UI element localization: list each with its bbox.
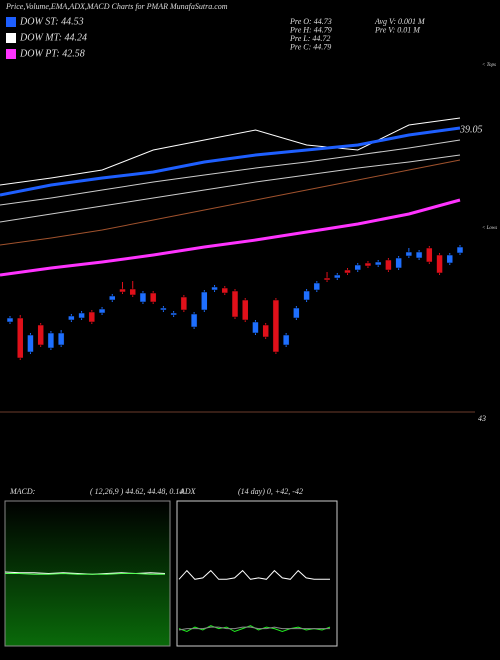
candle-body: [16, 317, 24, 359]
adx-panel: [176, 500, 338, 647]
legend-label: DOW MT: 44.24: [19, 32, 87, 43]
candle-body: [6, 317, 14, 323]
ema-line: [0, 139, 461, 206]
candle-body: [272, 299, 280, 353]
candle-body: [88, 311, 96, 323]
candle-body: [47, 332, 55, 349]
candle-body: [436, 254, 443, 274]
ema-line: [0, 117, 461, 186]
legend-swatch: [6, 17, 16, 27]
candle-body: [211, 286, 218, 291]
candle-body: [282, 334, 290, 346]
candle-body: [344, 269, 351, 274]
lows-label: < Lows: [482, 226, 497, 231]
ema-line: [0, 159, 461, 246]
legend-swatch: [6, 49, 16, 59]
candle-body: [374, 261, 382, 266]
ema-line: [0, 198, 461, 277]
chart-title: Price,Volume,EMA,ADX,MACD Charts for PMA…: [5, 2, 228, 11]
candle-body: [78, 312, 85, 319]
candle-body: [385, 259, 392, 271]
candle-body: [231, 290, 239, 318]
macd-title: MACD:: [9, 487, 36, 496]
candle-body: [98, 308, 106, 314]
candle-body: [364, 262, 372, 267]
volume-text: Pre V: 0.01 M: [374, 25, 421, 34]
candle-body: [456, 246, 464, 254]
quote-text: Pre O: 44.73: [289, 17, 332, 26]
candle-body: [190, 313, 198, 328]
candle-body: [313, 282, 321, 291]
candle-body: [27, 334, 34, 353]
candle-body: [68, 315, 75, 321]
candle-body: [262, 324, 269, 338]
legend-label: DOW ST: 44.53: [19, 16, 84, 27]
candle-body: [354, 264, 361, 271]
candle-body: [160, 307, 167, 311]
macd-params: ( 12,26,9 ) 44.62, 44.48, 0.14: [90, 487, 183, 496]
adx-line: [178, 569, 330, 580]
macd-line: [5, 572, 165, 575]
candle-body: [37, 324, 44, 346]
candle-body: [415, 251, 423, 259]
legend-swatch: [6, 33, 16, 43]
candle-body: [119, 288, 126, 293]
candle-body: [323, 277, 331, 281]
candle-body: [57, 332, 65, 346]
candle-body: [139, 292, 147, 303]
quote-text: Pre L: 44.72: [289, 34, 330, 43]
candle-body: [405, 251, 413, 257]
quote-text: Pre H: 44.79: [289, 25, 332, 34]
adx-line: [178, 626, 330, 631]
candle-body: [241, 299, 249, 321]
candle-body: [149, 292, 157, 303]
candle-body: [109, 295, 116, 301]
tops-label: < Tops: [482, 63, 496, 68]
candle-body: [395, 257, 402, 269]
volume-text: Avg V: 0.001 M: [374, 17, 426, 26]
adx-title: ADX: [179, 487, 197, 496]
quote-text: Pre C: 44.79: [289, 42, 331, 51]
candle-body: [303, 290, 310, 301]
candle-body: [180, 296, 188, 311]
ema-line: [0, 154, 461, 223]
ema-line: [0, 126, 461, 197]
legend-label: DOW PT: 42.58: [19, 48, 85, 59]
candle-body: [201, 291, 208, 311]
candle-body: [252, 321, 259, 334]
candle-body: [426, 247, 433, 263]
candle-body: [446, 254, 454, 264]
ema-label: 39.05: [459, 124, 483, 135]
candle-body: [129, 288, 136, 296]
candle-body: [221, 287, 229, 294]
candle-body: [293, 307, 300, 319]
adx-params: (14 day) 0, +42, -42: [238, 487, 303, 496]
candle-body: [170, 312, 177, 316]
candle-body: [334, 274, 341, 279]
y-tick-label: 43: [478, 414, 486, 423]
